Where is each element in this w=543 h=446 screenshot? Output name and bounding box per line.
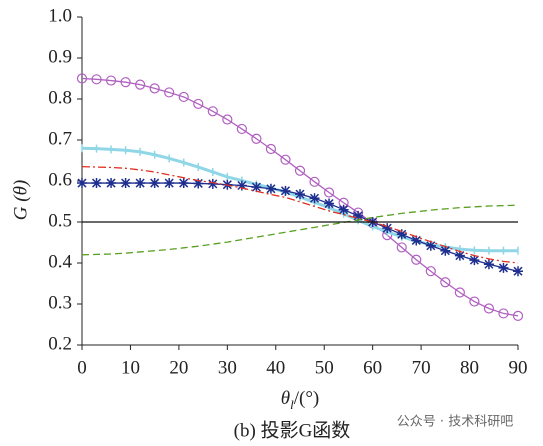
marker	[469, 296, 480, 307]
marker	[207, 106, 218, 117]
marker	[309, 193, 320, 204]
marker	[324, 198, 335, 209]
x-tick-label: 20	[169, 357, 188, 378]
x-tick-label: 0	[77, 357, 87, 378]
y-tick-label: 0.4	[48, 251, 72, 272]
marker	[164, 178, 175, 189]
x-title-unit: /(°)	[294, 388, 320, 409]
marker	[396, 242, 407, 253]
marker	[280, 154, 291, 165]
x-tick-label: 50	[315, 357, 334, 378]
marker	[222, 114, 233, 125]
marker	[425, 240, 436, 251]
marker	[164, 87, 175, 98]
x-tick-label: 60	[363, 357, 382, 378]
marker	[440, 277, 451, 288]
marker	[469, 255, 480, 266]
marker	[236, 180, 247, 191]
marker	[454, 250, 465, 261]
marker	[135, 79, 146, 90]
marker	[483, 303, 495, 314]
marker	[440, 245, 451, 256]
x-title-symbol: θ	[281, 388, 290, 409]
x-title-sub: l	[290, 397, 294, 412]
marker	[265, 143, 277, 155]
marker	[498, 308, 509, 319]
y-tick-label: 1.0	[48, 5, 72, 26]
marker	[396, 229, 407, 240]
marker	[91, 74, 102, 85]
watermark: 公众号 · 技术科研吧	[397, 415, 513, 430]
marker	[280, 185, 291, 196]
marker	[513, 266, 523, 277]
marker	[265, 183, 276, 194]
marker	[498, 262, 509, 273]
y-tick-label: 0.9	[48, 46, 72, 67]
marker	[294, 165, 306, 176]
marker	[193, 178, 204, 189]
marker	[353, 210, 364, 221]
marker	[323, 187, 335, 198]
marker	[178, 91, 189, 103]
marker	[236, 123, 247, 135]
x-tick-label: 90	[509, 357, 528, 378]
marker	[382, 223, 393, 234]
marker	[483, 259, 494, 270]
x-tick-label: 10	[121, 357, 140, 378]
marker	[178, 178, 189, 189]
marker	[295, 189, 305, 200]
y-tick-label: 0.7	[48, 128, 72, 149]
y-tick-label: 0.3	[48, 292, 72, 313]
series-line	[81, 77, 519, 317]
marker	[105, 75, 117, 86]
marker	[193, 98, 204, 110]
marker	[106, 178, 117, 189]
marker	[454, 287, 465, 298]
marker	[76, 73, 88, 84]
x-tick-label: 80	[460, 357, 479, 378]
y-tick-label: 0.5	[48, 210, 72, 231]
x-tick-label: 30	[218, 357, 237, 378]
marker	[149, 83, 160, 94]
marker	[309, 176, 320, 187]
series-line	[81, 166, 519, 264]
y-tick-label: 0.2	[48, 333, 72, 354]
marker	[207, 178, 218, 189]
marker	[338, 204, 349, 215]
marker	[149, 178, 160, 189]
marker	[411, 235, 422, 246]
y-tick-label: 0.8	[48, 87, 72, 108]
x-axis-title: θl/(°)	[281, 388, 320, 412]
marker	[411, 254, 422, 265]
y-tick-label: 0.6	[48, 169, 72, 190]
caption: (b) 投影G函数	[234, 419, 351, 441]
marker	[251, 133, 262, 144]
y-axis-title: G (θ)	[10, 180, 31, 220]
marker	[135, 178, 146, 189]
x-tick-label: 70	[412, 357, 431, 378]
marker	[120, 178, 131, 189]
marker	[251, 182, 262, 193]
marker	[91, 178, 102, 189]
marker	[425, 266, 436, 277]
series-line	[81, 204, 519, 256]
marker	[77, 178, 87, 189]
x-tick-label: 40	[266, 357, 285, 378]
marker	[512, 310, 524, 321]
marker	[120, 77, 131, 88]
